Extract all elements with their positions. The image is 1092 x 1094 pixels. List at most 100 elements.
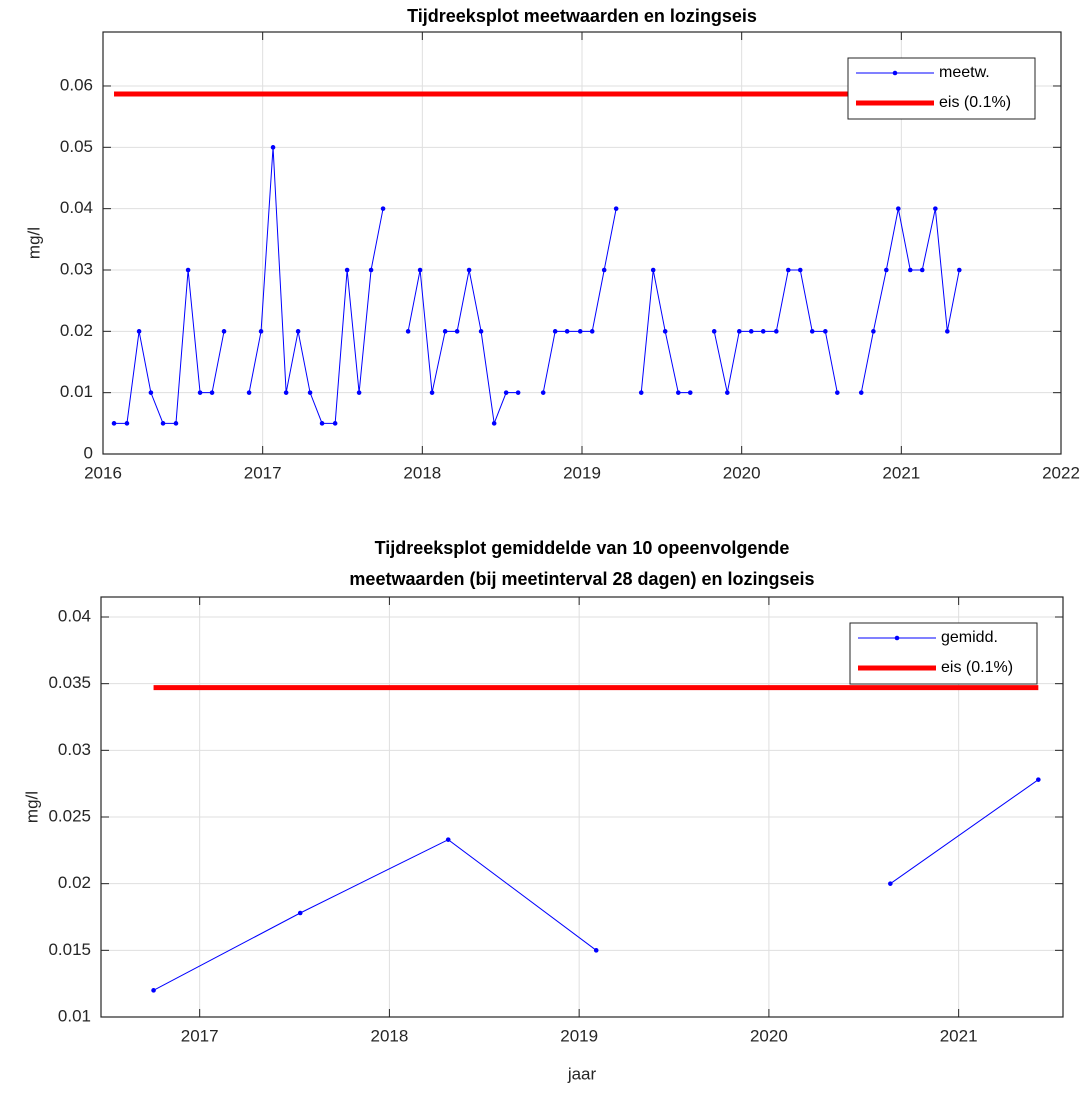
x-tick-label: 2018	[370, 1026, 408, 1045]
legend-marker	[894, 635, 900, 641]
x-tick-label: 2021	[882, 463, 920, 482]
data-point	[638, 390, 644, 395]
data-point	[540, 390, 546, 395]
y-tick-label: 0.06	[60, 75, 93, 94]
data-point	[221, 329, 227, 334]
y-tick-label: 0.03	[58, 740, 91, 759]
data-point	[613, 206, 619, 211]
y-tick-label: 0.04	[58, 606, 91, 625]
y-axis-label: mg/l	[22, 791, 41, 823]
data-point	[151, 988, 156, 993]
data-point	[445, 837, 451, 842]
data-point	[503, 390, 509, 395]
y-tick-label: 0.035	[48, 673, 91, 692]
data-point	[593, 948, 599, 953]
data-point	[148, 390, 154, 395]
x-tick-label: 2020	[750, 1026, 788, 1045]
data-point	[933, 206, 938, 211]
data-point	[297, 910, 303, 916]
data-point	[589, 329, 595, 334]
legend-label: meetw.	[939, 64, 990, 81]
data-point	[185, 267, 191, 273]
x-tick-label: 2019	[563, 463, 601, 482]
data-point	[295, 329, 301, 334]
y-tick-label: 0.04	[60, 198, 93, 217]
data-point	[823, 329, 828, 334]
x-tick-label: 2019	[560, 1026, 598, 1045]
data-point	[197, 390, 203, 395]
data-point	[246, 390, 252, 395]
data-point	[785, 267, 791, 273]
legend-label: eis (0.1%)	[941, 659, 1013, 676]
data-point	[564, 329, 570, 334]
data-point	[774, 329, 779, 334]
chart-title: Tijdreeksplot gemiddelde van 10 opeenvol…	[375, 538, 790, 558]
data-point	[835, 390, 840, 395]
plot-frame	[100, 596, 1064, 1018]
series-line	[153, 779, 1039, 991]
plot-frame	[102, 31, 1062, 455]
data-point	[454, 329, 460, 334]
data-point	[173, 421, 179, 426]
data-point	[687, 390, 693, 395]
data-point	[809, 329, 815, 334]
y-tick-label: 0	[84, 443, 93, 462]
data-point	[919, 267, 925, 273]
y-tick-label: 0.03	[60, 259, 93, 278]
legend-box	[847, 57, 1036, 120]
x-axis-label: jaar	[567, 1064, 597, 1083]
data-point	[356, 390, 362, 395]
x-tick-label: 2018	[403, 463, 441, 482]
data-point	[601, 267, 607, 273]
data-point	[429, 390, 435, 395]
x-tick-label: 2021	[940, 1026, 978, 1045]
legend-box	[849, 622, 1038, 685]
legend-label: gemidd.	[941, 629, 998, 646]
data-point	[344, 267, 350, 273]
data-point	[209, 390, 215, 395]
data-point	[405, 329, 411, 334]
data-point	[884, 267, 889, 273]
chart-title: Tijdreeksplot meetwaarden en lozingseis	[407, 6, 757, 26]
data-point	[124, 421, 130, 426]
x-tick-label: 2017	[181, 1026, 219, 1045]
data-point	[258, 329, 264, 334]
data-point	[136, 329, 142, 334]
data-point	[711, 329, 717, 334]
data-point	[760, 329, 766, 334]
data-point	[662, 329, 668, 334]
data-point	[945, 329, 950, 334]
legend: gemidd. eis (0.1%)	[849, 622, 1038, 685]
legend-label: eis (0.1%)	[939, 94, 1011, 111]
y-tick-label: 0.02	[58, 873, 91, 892]
y-tick-label: 0.015	[48, 940, 91, 959]
data-point	[858, 390, 864, 395]
x-tick-label: 2020	[723, 463, 761, 482]
data-point	[907, 267, 913, 273]
data-point	[895, 206, 901, 211]
chart-title: meetwaarden (bij meetinterval 28 dagen) …	[349, 569, 814, 589]
data-point	[888, 881, 893, 886]
x-tick-label: 2016	[84, 463, 122, 482]
data-point	[797, 267, 803, 273]
data-point	[515, 390, 521, 395]
data-point	[442, 329, 448, 334]
data-point	[577, 329, 583, 334]
y-tick-label: 0.02	[60, 321, 93, 340]
legend-marker	[892, 70, 898, 76]
data-point	[466, 267, 472, 273]
y-tick-label: 0.01	[58, 1006, 91, 1025]
data-point	[111, 421, 117, 426]
x-tick-label: 2022	[1042, 463, 1080, 482]
y-axis-label: mg/l	[24, 227, 43, 259]
y-tick-label: 0.01	[60, 382, 93, 401]
x-tick-label: 2017	[244, 463, 282, 482]
data-point	[871, 329, 876, 334]
data-point	[956, 267, 962, 273]
data-point	[650, 267, 656, 273]
data-point	[417, 267, 423, 273]
data-point	[270, 145, 276, 150]
data-point	[307, 390, 313, 395]
data-point	[724, 390, 730, 395]
